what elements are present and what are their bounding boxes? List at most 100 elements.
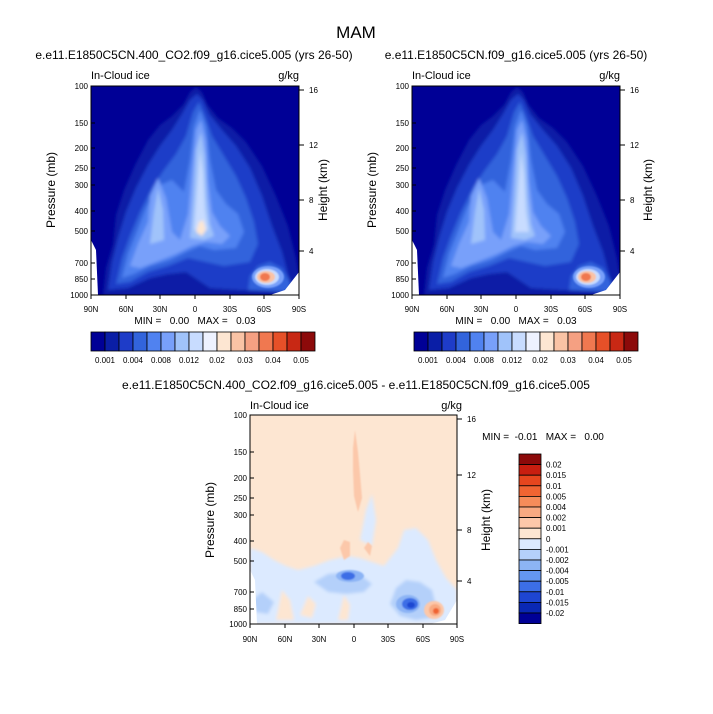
panel-units: g/kg	[599, 70, 620, 82]
y-tick-label: 500	[234, 557, 248, 566]
diff-level-pos0	[300, 596, 316, 618]
diff-level-pos0	[338, 595, 350, 620]
x-axis: 90N 60N 30N 0 30S 60S 90S	[405, 295, 627, 314]
colorbar-box	[518, 538, 542, 550]
y-right-tick-label: 8	[309, 196, 314, 205]
y-tick: 500	[75, 227, 95, 236]
x-tick: 30N	[153, 295, 168, 314]
y-tick: 1000	[70, 291, 95, 300]
colorbar-box	[244, 331, 260, 352]
x-tick-label: 60S	[257, 305, 271, 314]
colorbar-label: 0.02	[546, 461, 562, 470]
colorbar-box	[518, 570, 542, 582]
colorbar-label: 0.02	[532, 356, 548, 365]
y-tick-label: 300	[75, 181, 89, 190]
y-tick: 200	[234, 474, 254, 483]
colorbar-label: 0.04	[265, 356, 281, 365]
x-tick: 30N	[312, 624, 327, 644]
x-tick: 0	[193, 295, 198, 314]
y-tick: 300	[396, 181, 416, 190]
panel-control: e.e11.E1850C5CN.f09_g16.cice5.005 (yrs 2…	[365, 48, 655, 365]
colorbar-box	[300, 331, 316, 352]
y-right-tick-label: 12	[630, 141, 639, 150]
x-tick: 90N	[243, 624, 258, 644]
y-tick: 400	[234, 537, 254, 546]
colorbar-box	[469, 331, 485, 352]
colorbar-label: 0.001	[418, 356, 439, 365]
y-axis-right-label: Height (km)	[641, 159, 655, 221]
colorbar-box	[272, 331, 288, 352]
y-tick-label: 1000	[229, 620, 247, 629]
x-tick-label: 30S	[223, 305, 237, 314]
y-right-tick: 8	[299, 196, 314, 205]
colorbar-box	[188, 331, 204, 352]
y-right-tick: 8	[457, 526, 472, 535]
y-tick: 850	[234, 605, 254, 614]
colorbar-box	[441, 331, 457, 352]
y-tick: 150	[396, 119, 416, 128]
x-tick: 90N	[405, 295, 420, 314]
diff-level-neg5	[341, 572, 355, 580]
contour-level-6	[150, 188, 164, 244]
min-max-stats: MIN = 0.00 MAX = 0.03	[455, 316, 577, 327]
x-tick-label: 90N	[243, 635, 258, 644]
colorbar-label: 0.001	[95, 356, 116, 365]
colorbar-box	[286, 331, 302, 352]
topography-mask	[270, 272, 299, 295]
x-tick-label: 60S	[416, 635, 430, 644]
colorbar-label: -0.004	[546, 567, 569, 576]
y-right-tick: 4	[457, 577, 472, 586]
x-tick-label: 90N	[405, 305, 420, 314]
colorbar-box	[525, 331, 541, 352]
colorbar: 0.001 0.004 0.008 0.012 0.02 0.03 0.04 0…	[413, 331, 639, 365]
diff-level-neg6	[407, 602, 415, 608]
y-tick-label: 200	[234, 474, 248, 483]
y-tick: 100	[75, 82, 95, 91]
y-tick: 850	[396, 275, 416, 284]
colorbar-label: 0.001	[546, 524, 567, 533]
colorbar-box	[146, 331, 162, 352]
colorbar-label: 0.008	[151, 356, 172, 365]
y-axis-left: 100 150 200 250 300 400 500 700 850 1000	[229, 411, 254, 629]
colorbar-label: 0.008	[474, 356, 495, 365]
x-tick: 90N	[84, 295, 99, 314]
topography-mask	[91, 240, 98, 295]
y-right-tick-label: 12	[467, 471, 476, 480]
y-right-tick-label: 16	[467, 415, 476, 424]
y-tick-label: 700	[396, 259, 410, 268]
colorbar-label: 0.004	[546, 503, 567, 512]
y-axis-left: 100 150 200 250 300 400 500 700 850 1000	[391, 82, 416, 300]
y-tick-label: 1000	[70, 291, 88, 300]
x-tick-label: 30N	[474, 305, 489, 314]
min-max-stats: MIN = -0.01 MAX = 0.00	[482, 432, 604, 443]
y-tick-label: 700	[234, 588, 248, 597]
colorbar-label: 0.002	[546, 514, 567, 523]
y-axis-right-label: Height (km)	[316, 159, 330, 221]
y-right-tick-label: 16	[630, 86, 639, 95]
colorbar-box	[104, 331, 120, 352]
y-tick: 1000	[391, 291, 416, 300]
colorbar-label: 0.03	[237, 356, 253, 365]
panel-co2-400: e.e11.E1850C5CN.400_CO2.f09_g16.cice5.00…	[35, 48, 352, 365]
colorbar-box	[581, 331, 597, 352]
x-tick-label: 60N	[119, 305, 134, 314]
y-tick: 250	[75, 164, 95, 173]
y-tick-label: 850	[396, 275, 410, 284]
x-tick-label: 60N	[278, 635, 293, 644]
y-right-tick: 16	[299, 86, 318, 95]
y-axis-right: 16 12 8 4	[620, 86, 639, 256]
colorbar-label: 0.005	[546, 492, 567, 501]
colorbar-box	[518, 485, 542, 497]
y-tick: 850	[75, 275, 95, 284]
colorbar-label: -0.01	[546, 588, 565, 597]
y-tick: 700	[75, 259, 95, 268]
x-tick: 0	[352, 624, 357, 644]
y-axis-label: Pressure (mb)	[203, 482, 217, 558]
y-tick: 200	[396, 144, 416, 153]
colorbar-box	[511, 331, 527, 352]
y-right-tick: 4	[620, 247, 635, 256]
colorbar-box	[497, 331, 513, 352]
y-axis-right: 16 12 8 4	[457, 415, 476, 586]
contour-level-8	[196, 220, 206, 236]
